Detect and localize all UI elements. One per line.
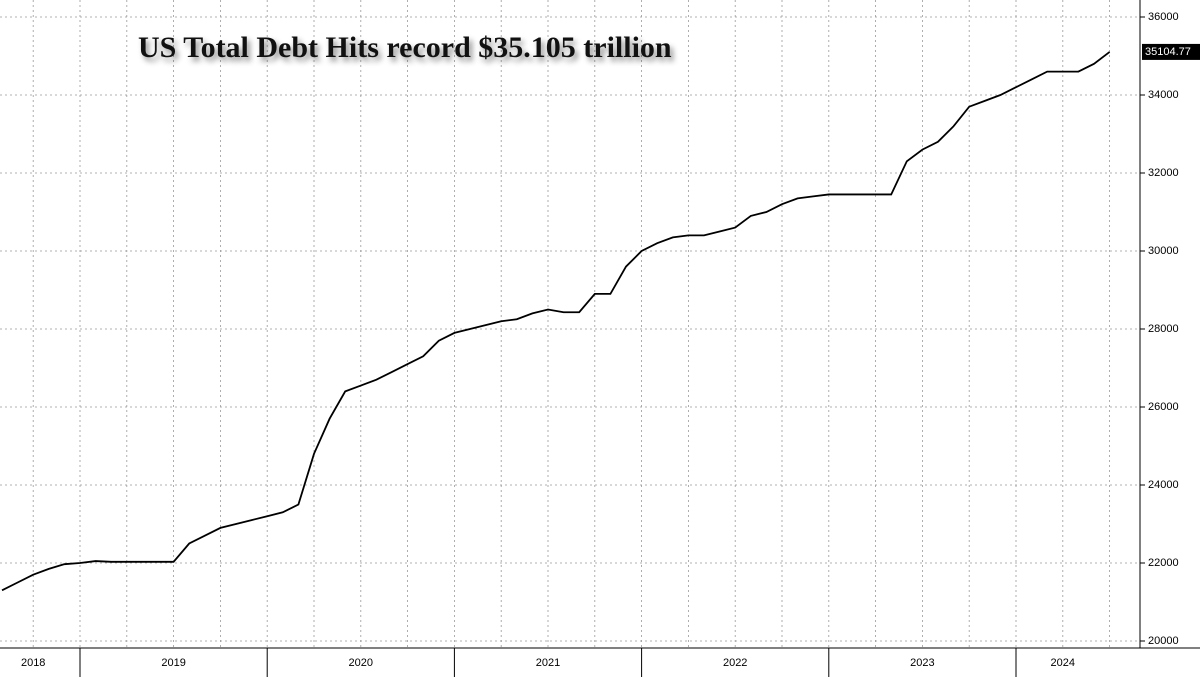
y-tick-label: 32000 xyxy=(1148,167,1179,179)
y-tick-label: 24000 xyxy=(1148,479,1179,491)
line xyxy=(1,51,1111,592)
x-tick-label: 2018 xyxy=(21,657,45,669)
y-tick-label: 26000 xyxy=(1148,401,1179,413)
x-tick-label: 2019 xyxy=(161,657,185,669)
x-tick-label: 2020 xyxy=(349,657,373,669)
last-value-label: 35104.77 xyxy=(1145,46,1191,58)
chart-title: US Total Debt Hits record $35.105 trilli… xyxy=(138,31,672,64)
y-tick-label: 30000 xyxy=(1148,245,1179,257)
y-tick-label: 28000 xyxy=(1148,323,1179,335)
x-tick-label: 2021 xyxy=(536,657,560,669)
y-tick-label: 34000 xyxy=(1148,89,1179,101)
x-tick-label: 2022 xyxy=(723,657,747,669)
last-value-box xyxy=(1142,43,1200,60)
y-tick-label: 20000 xyxy=(1148,635,1179,647)
y-tick-label: 22000 xyxy=(1148,557,1179,569)
x-tick-label: 2023 xyxy=(910,657,934,669)
y-tick-label: 36000 xyxy=(1148,11,1179,23)
x-tick-label: 2024 xyxy=(1051,657,1075,669)
